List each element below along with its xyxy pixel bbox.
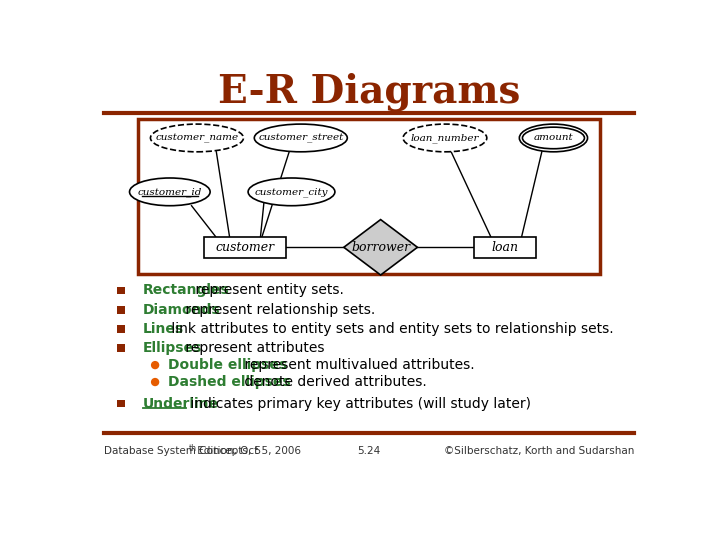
Ellipse shape <box>519 124 588 152</box>
Text: Dashed ellipses: Dashed ellipses <box>168 375 290 389</box>
Text: 5.24: 5.24 <box>357 447 381 456</box>
FancyBboxPatch shape <box>117 345 125 352</box>
Circle shape <box>152 362 158 369</box>
Text: Double ellipses: Double ellipses <box>168 358 287 372</box>
Text: link attributes to entity sets and entity sets to relationship sets.: link attributes to entity sets and entit… <box>167 322 613 336</box>
Text: Diamonds: Diamonds <box>143 302 220 316</box>
Text: loan: loan <box>491 241 518 254</box>
Text: customer: customer <box>215 241 274 254</box>
Text: customer_city: customer_city <box>255 187 328 197</box>
Text: Edition, Oct 5, 2006: Edition, Oct 5, 2006 <box>194 447 301 456</box>
Text: Lines: Lines <box>143 322 184 336</box>
Text: represent attributes: represent attributes <box>181 341 325 355</box>
Text: ©Silberschatz, Korth and Sudarshan: ©Silberschatz, Korth and Sudarshan <box>444 447 634 456</box>
Text: represent entity sets.: represent entity sets. <box>191 284 343 298</box>
Text: Database System Concepts, 5: Database System Concepts, 5 <box>104 447 261 456</box>
Text: loan_number: loan_number <box>410 133 480 143</box>
Text: represent multivalued attributes.: represent multivalued attributes. <box>240 358 474 372</box>
FancyBboxPatch shape <box>117 400 125 408</box>
Text: E-R Diagrams: E-R Diagrams <box>218 72 520 111</box>
Text: customer_street: customer_street <box>258 133 343 143</box>
Text: Underline: Underline <box>143 396 219 410</box>
Ellipse shape <box>523 127 585 148</box>
FancyBboxPatch shape <box>138 119 600 274</box>
FancyBboxPatch shape <box>474 237 536 258</box>
Text: represent relationship sets.: represent relationship sets. <box>181 302 375 316</box>
Ellipse shape <box>403 124 487 152</box>
Ellipse shape <box>254 124 347 152</box>
Text: customer_id: customer_id <box>138 187 202 197</box>
FancyBboxPatch shape <box>204 237 286 258</box>
Text: borrower: borrower <box>351 241 410 254</box>
Text: th: th <box>189 444 197 453</box>
Text: amount: amount <box>534 133 573 143</box>
Text: denote derived attributes.: denote derived attributes. <box>240 375 426 389</box>
FancyBboxPatch shape <box>117 325 125 333</box>
Ellipse shape <box>130 178 210 206</box>
Text: Ellipses: Ellipses <box>143 341 202 355</box>
Text: indicates primary key attributes (will study later): indicates primary key attributes (will s… <box>186 396 531 410</box>
FancyBboxPatch shape <box>117 287 125 294</box>
Ellipse shape <box>150 124 243 152</box>
Ellipse shape <box>248 178 335 206</box>
FancyBboxPatch shape <box>117 306 125 314</box>
Polygon shape <box>344 220 418 275</box>
Circle shape <box>152 379 158 386</box>
Text: Rectangles: Rectangles <box>143 284 230 298</box>
Text: customer_name: customer_name <box>156 133 238 143</box>
